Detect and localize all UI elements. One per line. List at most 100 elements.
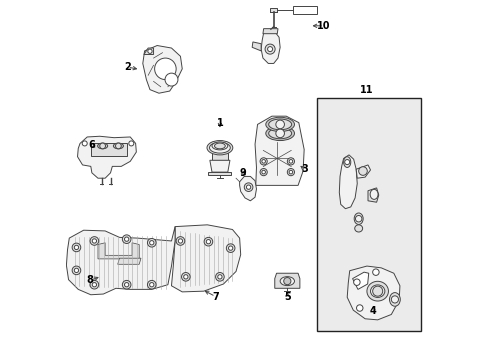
Polygon shape: [275, 273, 300, 288]
Polygon shape: [67, 226, 175, 295]
Ellipse shape: [269, 128, 292, 139]
Polygon shape: [212, 146, 228, 160]
Ellipse shape: [113, 143, 123, 149]
Circle shape: [147, 280, 156, 289]
Circle shape: [90, 280, 98, 289]
Ellipse shape: [98, 143, 108, 149]
Circle shape: [392, 296, 398, 303]
Circle shape: [165, 73, 178, 86]
Circle shape: [155, 58, 176, 80]
Ellipse shape: [343, 157, 351, 167]
Ellipse shape: [354, 213, 363, 225]
Ellipse shape: [207, 140, 233, 155]
Circle shape: [226, 244, 235, 252]
Ellipse shape: [355, 225, 363, 232]
Ellipse shape: [266, 126, 294, 140]
Polygon shape: [255, 116, 304, 185]
Polygon shape: [208, 172, 231, 175]
Circle shape: [147, 238, 156, 247]
Text: 7: 7: [212, 292, 219, 302]
Circle shape: [74, 268, 78, 273]
Circle shape: [72, 243, 81, 252]
Circle shape: [181, 273, 190, 281]
Ellipse shape: [370, 189, 378, 199]
Circle shape: [72, 266, 81, 275]
Circle shape: [148, 49, 152, 53]
Polygon shape: [347, 266, 400, 320]
Text: 11: 11: [360, 85, 374, 95]
Polygon shape: [353, 272, 368, 289]
Polygon shape: [144, 48, 153, 54]
Circle shape: [373, 286, 383, 296]
Circle shape: [276, 120, 285, 129]
Text: 9: 9: [240, 168, 246, 178]
Text: 8: 8: [87, 275, 94, 285]
Text: 3: 3: [301, 164, 308, 174]
Polygon shape: [118, 258, 141, 264]
Circle shape: [116, 143, 122, 149]
Circle shape: [287, 158, 294, 165]
Circle shape: [357, 305, 363, 311]
Circle shape: [129, 141, 134, 146]
Polygon shape: [91, 143, 126, 156]
Circle shape: [92, 239, 97, 243]
Circle shape: [262, 159, 266, 163]
Circle shape: [355, 216, 362, 222]
Ellipse shape: [367, 281, 389, 301]
Polygon shape: [263, 29, 278, 34]
Text: 6: 6: [88, 140, 95, 150]
Ellipse shape: [269, 119, 292, 130]
Text: 10: 10: [317, 21, 331, 31]
Text: 4: 4: [370, 306, 377, 316]
Ellipse shape: [370, 285, 385, 297]
Circle shape: [204, 237, 213, 246]
Circle shape: [122, 235, 131, 243]
Circle shape: [268, 46, 272, 51]
Ellipse shape: [266, 117, 294, 132]
Circle shape: [149, 283, 154, 287]
Polygon shape: [172, 225, 241, 292]
Circle shape: [124, 283, 129, 287]
Polygon shape: [77, 136, 136, 178]
Ellipse shape: [390, 293, 400, 306]
Circle shape: [245, 183, 253, 192]
Circle shape: [218, 275, 222, 279]
Circle shape: [149, 240, 154, 245]
Ellipse shape: [215, 143, 225, 149]
Circle shape: [276, 129, 285, 138]
Circle shape: [260, 158, 267, 165]
Text: 2: 2: [124, 62, 131, 72]
Circle shape: [289, 159, 293, 163]
Circle shape: [373, 269, 379, 275]
Ellipse shape: [210, 142, 230, 153]
Circle shape: [228, 246, 233, 250]
Polygon shape: [270, 8, 277, 12]
Polygon shape: [240, 176, 256, 201]
Circle shape: [124, 237, 129, 241]
Circle shape: [100, 143, 105, 149]
Circle shape: [178, 239, 183, 243]
Circle shape: [184, 275, 188, 279]
Circle shape: [260, 168, 267, 176]
Circle shape: [289, 170, 293, 174]
Polygon shape: [261, 30, 280, 63]
Polygon shape: [339, 155, 357, 209]
Text: 5: 5: [284, 292, 291, 302]
Circle shape: [265, 44, 275, 54]
Polygon shape: [356, 165, 370, 178]
Polygon shape: [252, 42, 261, 51]
Polygon shape: [294, 6, 317, 14]
Circle shape: [216, 273, 224, 281]
Bar: [317, 98, 421, 330]
Ellipse shape: [212, 142, 228, 150]
Circle shape: [284, 278, 291, 285]
Circle shape: [262, 170, 266, 174]
Circle shape: [246, 185, 251, 189]
Circle shape: [359, 167, 368, 175]
Circle shape: [176, 237, 185, 245]
Circle shape: [344, 159, 350, 165]
Polygon shape: [368, 188, 379, 202]
Circle shape: [122, 280, 131, 289]
Circle shape: [354, 279, 360, 285]
Ellipse shape: [280, 276, 294, 285]
